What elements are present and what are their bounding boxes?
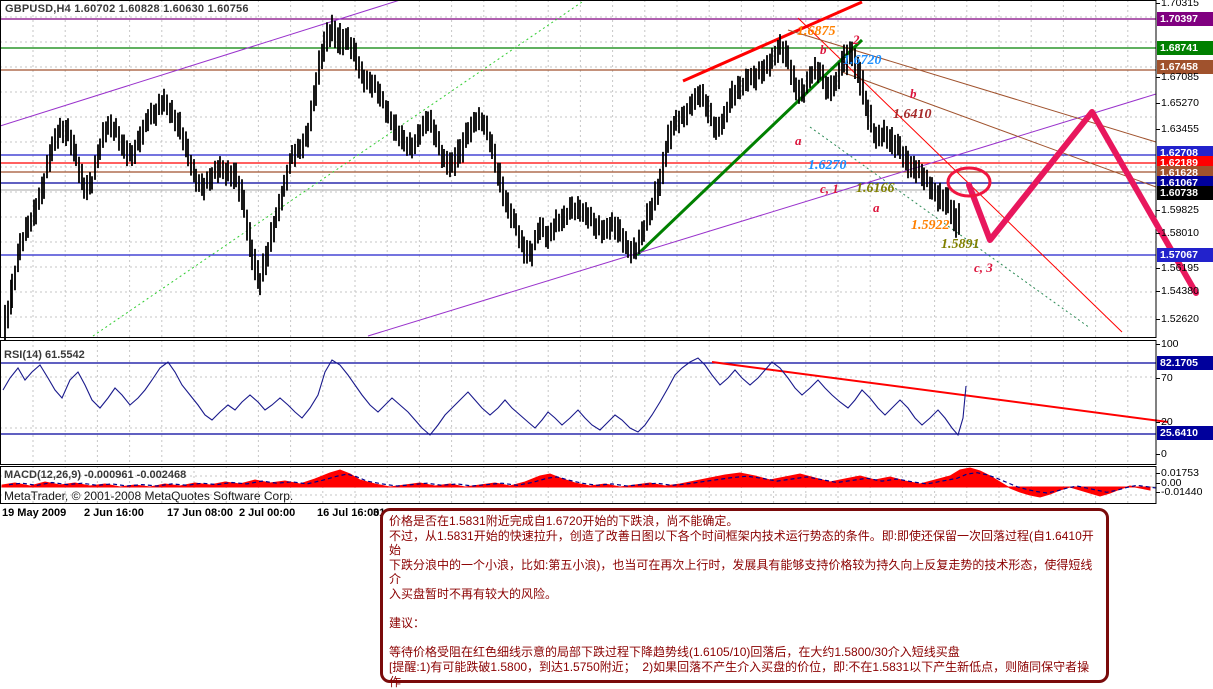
trend-line (92, 0, 586, 337)
rsi-line (2, 357, 967, 437)
macd-histogram-area (1, 467, 1151, 498)
macd-signal-line (8, 472, 1158, 494)
trend-line (635, 38, 864, 257)
note-text-line: 建议： (389, 616, 426, 631)
note-text-line (389, 631, 1100, 646)
note-text-line: 不过，从1.5831开始的快速拉升，创造了改善日图以下各个时间框架内技术运行势态… (389, 528, 1094, 558)
main-chart-frame (0, 0, 1157, 338)
macd-indicator-title: MACD(12,26,9) -0.000961 -0.002468 (4, 469, 187, 481)
trend-line (841, 71, 1157, 188)
trend-line (367, 93, 1157, 337)
candlesticks (4, 14, 960, 341)
note-text-line: [提醒:1)有可能跌破1.5800，到达1.5750附近； 2)如果回落不产生介… (389, 659, 1090, 689)
rsi-indicator-title: RSI(14) 61.5542 (4, 349, 85, 361)
trend-line (0, 0, 401, 127)
macd-panel-frame (0, 466, 1157, 504)
note-text-line: 价格是否在1.5831附近完成自1.6720开始的下跌浪，尚不能确定。 (389, 514, 739, 528)
trend-line (682, 0, 863, 83)
trend-line (711, 361, 1169, 423)
note-text-line: 入买盘暂时不再有较大的风险。 (389, 586, 558, 601)
forecast-zigzag-arrow (966, 109, 1199, 296)
note-text-line: 等待价格受阻在红色细线示意的局部下跌过程下降趋势线(1.6105/10)回落后，… (389, 645, 960, 660)
copyright-text: MetaTrader, © 2001-2008 MetaQuotes Softw… (4, 489, 294, 503)
analysis-note-box: 价格是否在1.5831附近完成自1.6720开始的下跌浪，尚不能确定。 不过，从1… (380, 508, 1109, 689)
trend-line (797, 17, 1123, 333)
note-text-line (389, 602, 1100, 617)
chart-title: GBPUSD,H4 1.60702 1.60828 1.60630 1.6075… (5, 3, 249, 15)
highlight-ellipse (946, 166, 992, 198)
rsi-panel-frame (0, 340, 1157, 465)
grid-lines (0, 0, 1156, 503)
note-text-line: 下跌分浪中的一个小浪，比如:第五小浪)，也当可在再次上行时，发展具有能够支持价格… (389, 557, 1093, 587)
